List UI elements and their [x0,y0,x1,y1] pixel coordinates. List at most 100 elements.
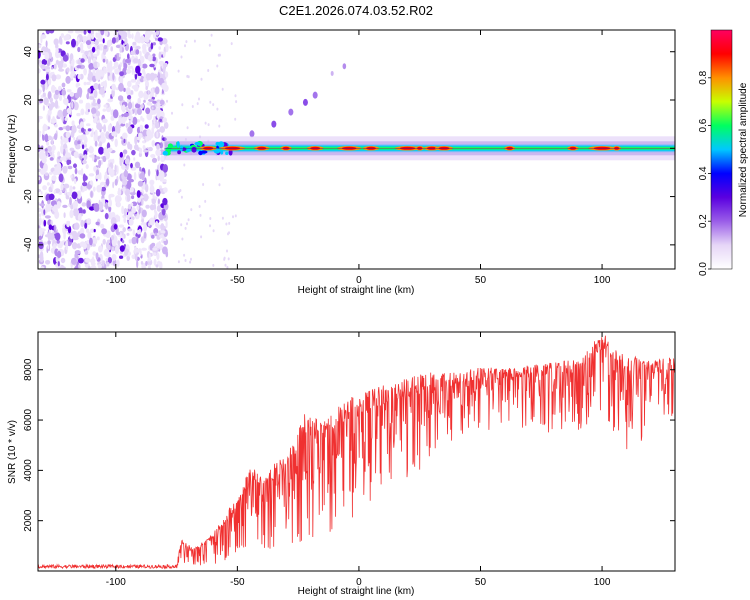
noise-speck [184,259,187,262]
noise-speck [199,213,202,217]
noise-blob [107,257,112,264]
noise-blob [60,37,63,45]
noise-blob [91,107,97,115]
noise-blob [79,42,84,52]
noise-blob [134,161,141,169]
noise-blob [93,90,98,98]
noise-blob [65,75,71,84]
noise-blob [54,89,60,96]
noise-speck [204,121,207,125]
noise-blob [147,264,151,269]
noise-blob [51,84,56,93]
noise-speck [184,226,187,230]
noise-blob [65,131,71,139]
noise-blob [38,115,43,120]
noise-blob [152,42,156,46]
band-blob [218,141,225,148]
noise-blob [77,140,81,145]
noise-blob [61,113,64,123]
colorbar-tick-label: 0.2 [698,214,709,228]
noise-blob [72,200,78,209]
noise-speck [190,257,192,261]
noise-blob [40,266,45,269]
noise-speck [207,69,210,72]
noise-blob [64,152,71,158]
noise-blob [79,155,82,161]
noise-blob [74,30,81,34]
noise-blob [96,122,102,130]
noise-blob [38,88,41,96]
noise-blob [82,159,87,165]
noise-blob [131,207,137,214]
noise-blob [57,151,61,157]
noise-blob [60,144,64,154]
noise-blob [72,186,76,190]
noise-speck [212,263,215,267]
noise-blob [38,229,42,237]
noise-blob [77,46,81,53]
noise-blob [51,74,57,82]
noise-blob [38,136,41,145]
noise-blob [69,197,72,206]
colorbar-tick-label: 0.4 [698,166,709,180]
noise-blob [163,62,168,68]
noise-blob [127,53,130,60]
noise-blob [145,107,151,115]
noise-speck [218,53,221,57]
noise-blob [71,58,75,66]
noise-blob [44,65,51,71]
noise-blob [160,155,166,162]
noise-blob [92,68,96,76]
noise-blob [83,68,87,76]
noise-speck [185,40,188,44]
noise-blob [108,210,112,220]
spectrogram-x-label: Height of straight line (km) [298,285,415,296]
noise-blob [41,59,48,66]
noise-blob [162,179,167,183]
noise-blob [38,225,41,229]
noise-blob [151,198,157,205]
noise-speck [209,217,212,220]
noise-blob [143,71,146,80]
noise-blob [82,35,85,45]
spectrogram-panel: -100 -50 0 50 100 -40 -20 0 20 40 Height of stra… [7,29,676,296]
noise-speck [180,195,183,199]
noise-blob [97,263,102,269]
noise-blob [45,260,51,265]
noise-blob [60,135,63,140]
noise-blob [123,112,129,118]
noise-speck [234,94,237,98]
noise-blob [123,170,129,178]
noise-blob [82,209,86,214]
noise-blob [142,48,147,55]
noise-blob [157,198,160,205]
noise-blob [52,116,55,121]
noise-blob [98,245,103,253]
noise-blob [147,169,151,177]
noise-blob [95,110,101,117]
noise-blob [116,259,120,267]
noise-blob [146,43,152,47]
noise-blob [48,171,53,175]
noise-blob [162,66,166,74]
noise-blob [38,254,41,259]
noise-blob [42,241,48,245]
noise-blob [86,200,91,209]
noise-blob [135,65,141,74]
noise-blob [116,231,121,236]
noise-blob [105,202,109,210]
noise-blob [75,40,79,47]
noise-blob [114,164,117,174]
noise-blob [66,221,70,228]
noise-blob [136,36,142,44]
noise-speck [212,103,215,107]
noise-blob [47,200,51,205]
noise-blob [136,259,139,269]
noise-blob [118,215,121,222]
noise-blob [83,175,88,181]
noise-blob [61,249,65,257]
noise-blob [50,219,53,226]
whistler-point [330,70,334,76]
noise-blob [54,188,61,194]
noise-blob [130,202,134,207]
